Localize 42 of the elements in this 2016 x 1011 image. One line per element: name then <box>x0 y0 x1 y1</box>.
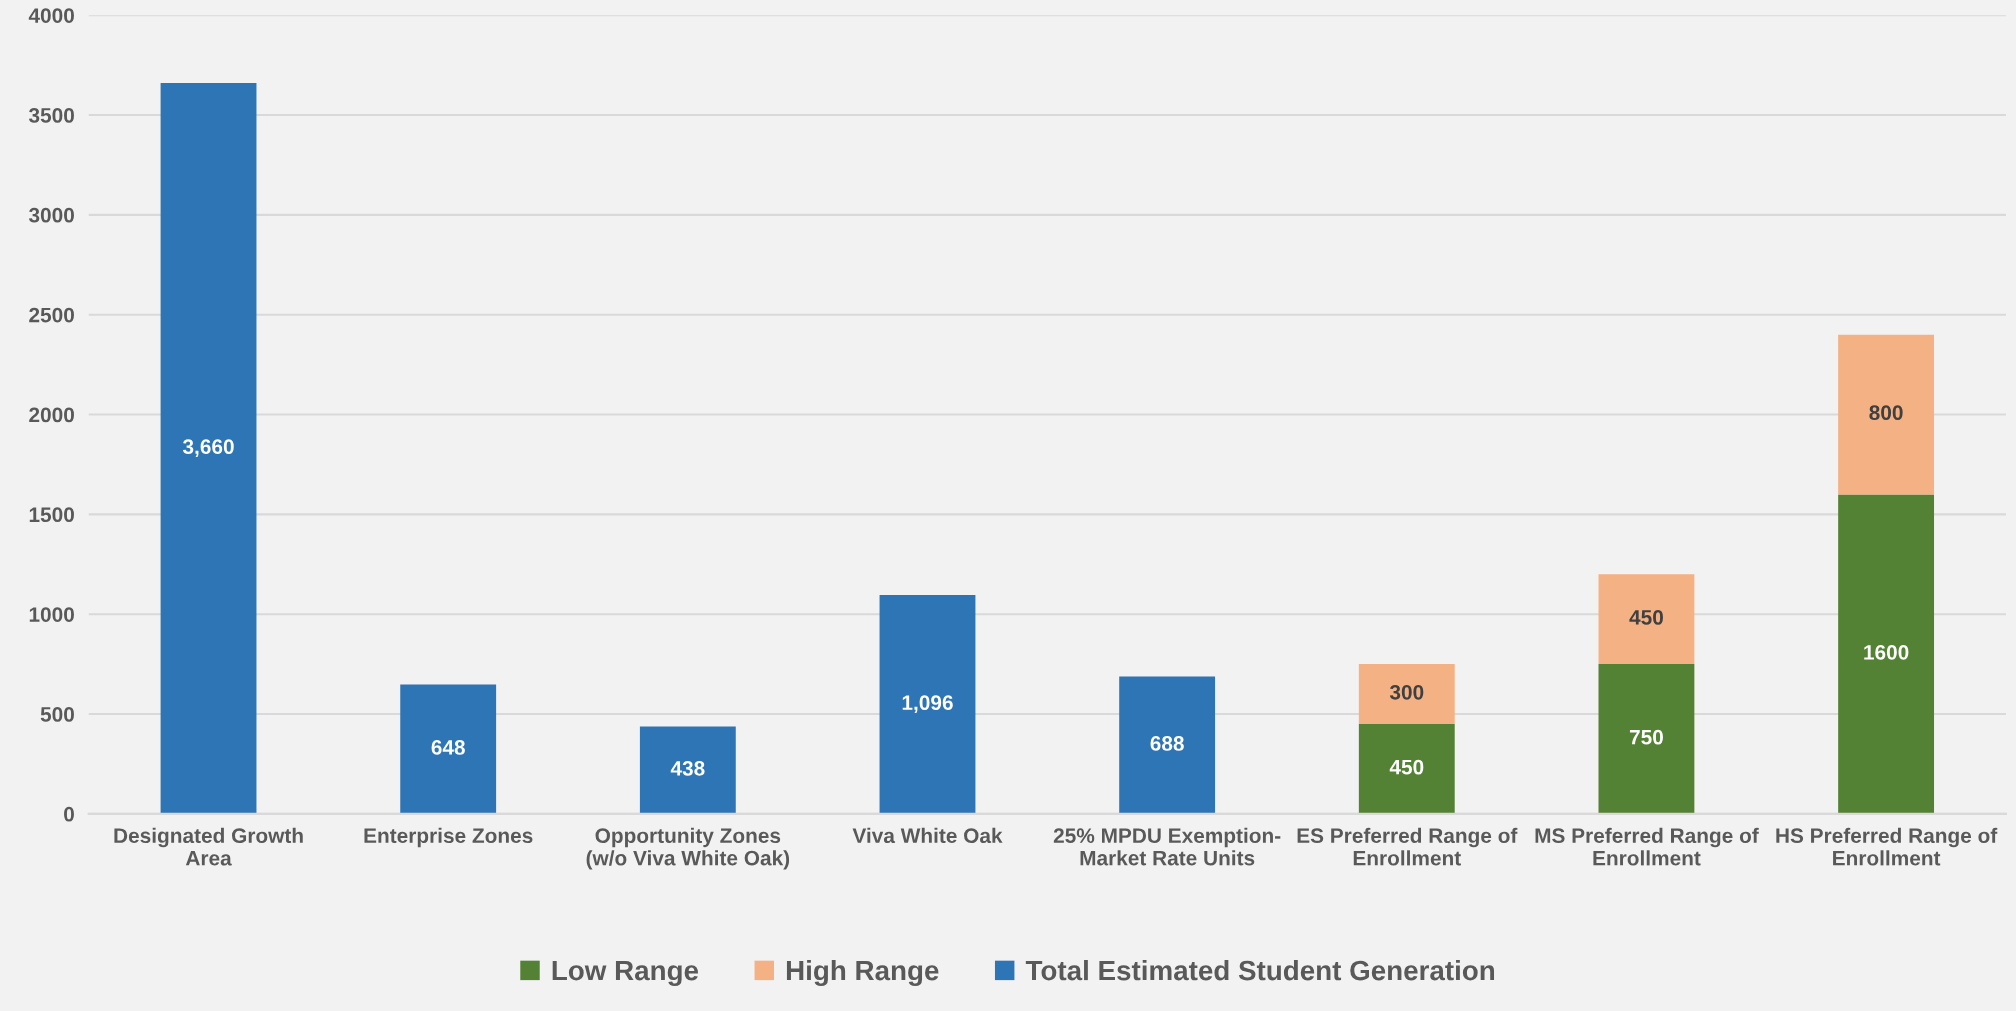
bar <box>1598 664 1695 814</box>
y-tick-label: 2500 <box>29 307 74 323</box>
data-label: 648 <box>431 740 465 755</box>
data-label: 300 <box>1389 684 1424 700</box>
x-tick-label: Viva White Oak <box>852 827 1003 844</box>
bar <box>1358 664 1455 724</box>
y-tick-label: 3500 <box>28 108 74 123</box>
x-tick-label: HS Preferred Range of Enrollment <box>1776 827 1998 866</box>
y-tick-label: 500 <box>40 707 74 722</box>
x-tick-label: Opportunity Zones (w/o Viva White Oak) <box>586 827 790 870</box>
x-tick-label: ES Preferred Range of Enrollment <box>1297 827 1518 866</box>
legend-label: Total Estimated Student Generation <box>1025 959 1495 981</box>
legend-label: Low Range <box>552 961 699 986</box>
data-label: 450 <box>1629 610 1663 625</box>
bar <box>1119 676 1216 814</box>
data-label: 800 <box>1869 405 1903 421</box>
data-label: 750 <box>1629 729 1663 745</box>
data-label: 3,660 <box>182 439 234 458</box>
bar <box>400 684 497 814</box>
bar <box>1838 334 1935 495</box>
data-label: 438 <box>670 760 705 776</box>
y-tick-label: 0 <box>64 806 74 822</box>
data-label: 450 <box>1389 759 1424 775</box>
bar <box>1358 724 1455 814</box>
y-tick-label: 2000 <box>29 407 74 423</box>
bar <box>639 726 736 814</box>
x-tick-label: Designated Growth Area <box>114 827 303 866</box>
bar <box>1598 574 1695 665</box>
legend-label: High Range <box>786 959 939 986</box>
y-tick-label: 1000 <box>29 607 74 622</box>
y-tick-label: 3000 <box>28 207 74 223</box>
y-tick-label: 4000 <box>28 8 74 23</box>
bar <box>160 83 257 814</box>
x-tick-label: 25% MPDU Exemption- Market Rate Units <box>1053 827 1281 866</box>
y-tick-label: 1500 <box>29 507 74 523</box>
data-label: 1600 <box>1864 644 1909 660</box>
data-label: 1,096 <box>902 695 953 714</box>
x-tick-label: MS Preferred Range of Enrollment <box>1535 827 1759 866</box>
bar <box>879 595 976 814</box>
data-label: 688 <box>1150 736 1184 751</box>
x-tick-label: Enterprise Zones <box>364 827 533 848</box>
bar <box>1838 494 1935 814</box>
